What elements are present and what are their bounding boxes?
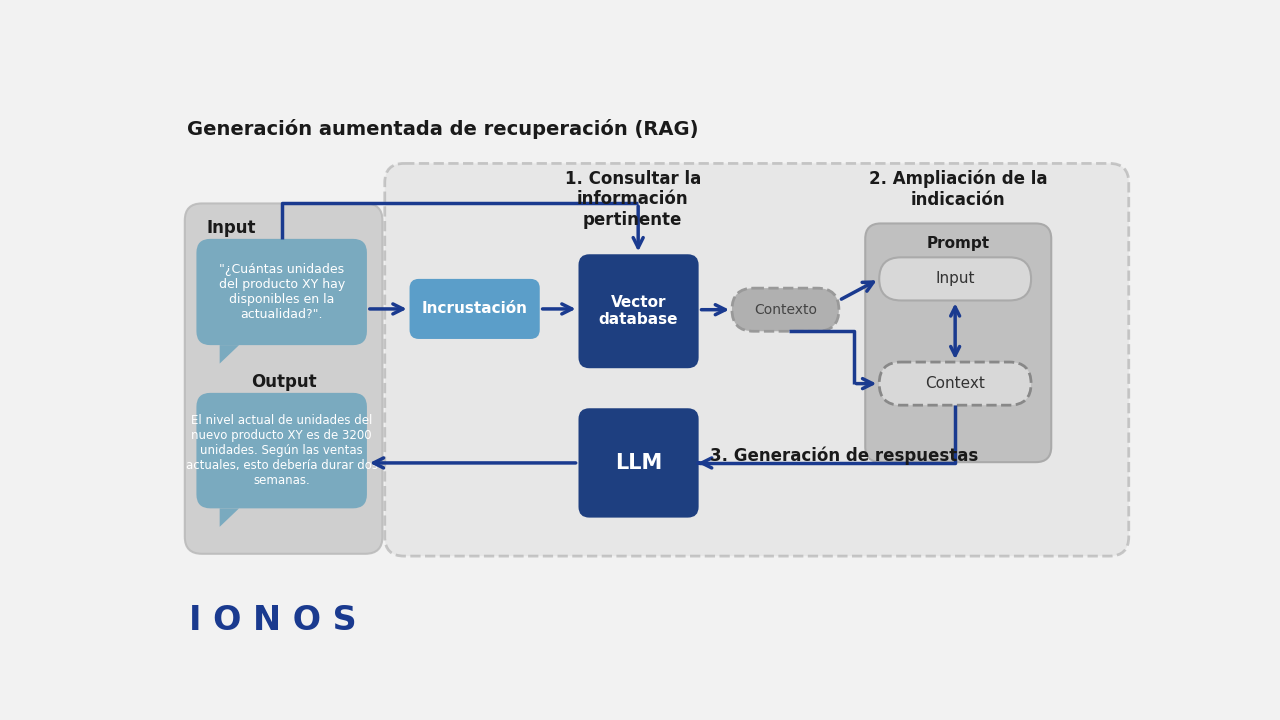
Text: Generación aumentada de recuperación (RAG): Generación aumentada de recuperación (RA…	[187, 119, 699, 139]
Text: 3. Generación de respuestas: 3. Generación de respuestas	[710, 446, 978, 465]
FancyBboxPatch shape	[879, 257, 1032, 300]
Text: Context: Context	[925, 376, 986, 391]
FancyBboxPatch shape	[865, 223, 1051, 462]
Text: Incrustación: Incrustación	[421, 302, 527, 316]
Text: Contexto: Contexto	[754, 302, 817, 317]
Text: Input: Input	[206, 219, 256, 237]
Text: El nivel actual de unidades del
nuevo producto XY es de 3200
unidades. Según las: El nivel actual de unidades del nuevo pr…	[186, 414, 378, 487]
FancyBboxPatch shape	[184, 204, 383, 554]
Text: Vector
database: Vector database	[599, 295, 678, 328]
FancyBboxPatch shape	[196, 393, 367, 508]
Text: "¿Cuántas unidades
del producto XY hay
disponibles en la
actualidad?".: "¿Cuántas unidades del producto XY hay d…	[219, 263, 344, 321]
Text: Input: Input	[936, 271, 975, 287]
Text: LLM: LLM	[614, 453, 662, 473]
FancyBboxPatch shape	[410, 279, 540, 339]
FancyBboxPatch shape	[196, 239, 367, 345]
Text: I O N O S: I O N O S	[189, 604, 357, 636]
FancyBboxPatch shape	[385, 163, 1129, 556]
FancyBboxPatch shape	[732, 288, 838, 331]
Polygon shape	[220, 508, 239, 527]
FancyBboxPatch shape	[879, 362, 1032, 405]
Polygon shape	[220, 345, 239, 364]
Text: 1. Consultar la
información
pertinente: 1. Consultar la información pertinente	[564, 169, 701, 229]
Text: Prompt: Prompt	[927, 235, 989, 251]
FancyBboxPatch shape	[579, 408, 699, 518]
Text: Output: Output	[251, 373, 317, 391]
Text: 2. Ampliación de la
indicación: 2. Ampliación de la indicación	[869, 169, 1047, 209]
FancyBboxPatch shape	[579, 254, 699, 368]
